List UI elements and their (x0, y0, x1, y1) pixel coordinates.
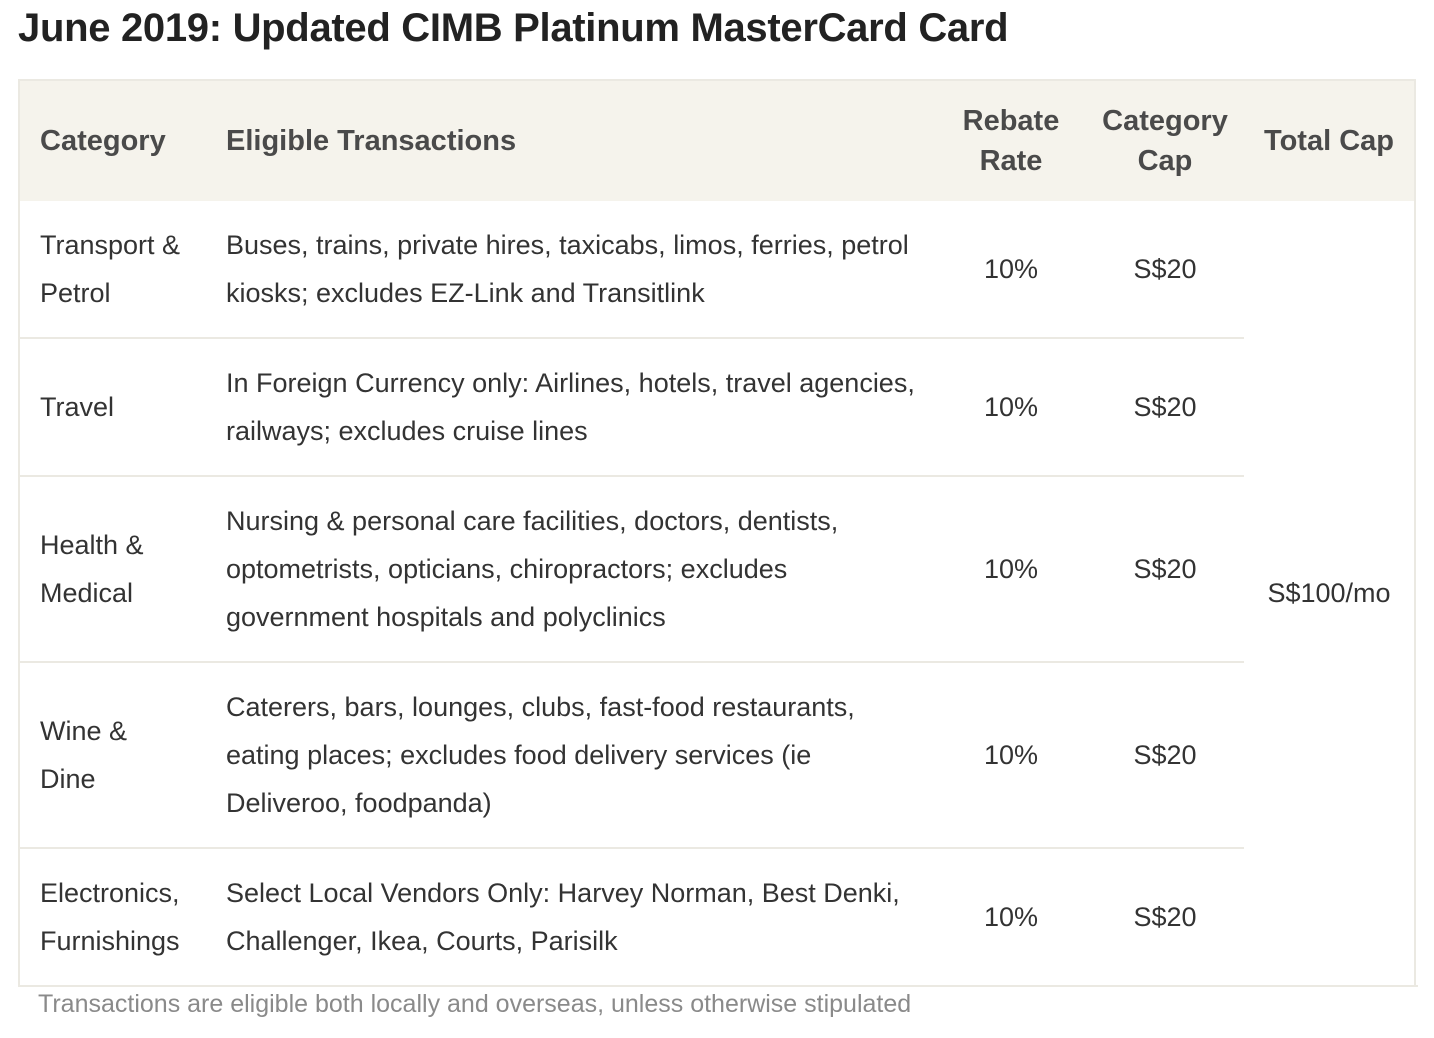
header-category: Category (40, 125, 166, 157)
cell-rebate-rate: 10% (936, 201, 1086, 339)
cell-category-cap: S$20 (1086, 662, 1244, 849)
cell-category-cap: S$20 (1133, 902, 1197, 932)
cell-category: Electronics, Furnishings (40, 878, 180, 956)
header-category-cap: Category Cap (1102, 105, 1228, 177)
cell-eligible-transactions: Buses, trains, private hires, taxicabs, … (206, 201, 936, 339)
cell-category: Wine & Dine (20, 662, 206, 849)
cell-category-cap: S$20 (1086, 338, 1244, 477)
header-total-cap: Total Cap (1264, 125, 1394, 157)
divider (1248, 985, 1418, 987)
rebate-table: Category Eligible Transactions Rebate Ra… (18, 79, 1416, 987)
cell-total-cap: S$100/mo (1267, 578, 1391, 608)
header-eligible-transactions: Eligible Transactions (226, 125, 517, 157)
table-row: Travel In Foreign Currency only: Airline… (20, 338, 1414, 477)
footnote: Transactions are eligible both locally a… (38, 990, 912, 1018)
cell-eligible-transactions: Nursing & personal care facilities, doct… (206, 476, 936, 663)
header-rebate-rate: Rebate Rate (962, 105, 1060, 177)
page-title: June 2019: Updated CIMB Platinum MasterC… (18, 6, 1009, 50)
cell-category: Transport & Petrol (20, 201, 206, 339)
cell-rebate-rate: 10% (936, 476, 1086, 663)
cell-category-cap: S$20 (1086, 201, 1244, 339)
cell-category: Travel (20, 338, 206, 477)
cell-category: Health & Medical (20, 476, 206, 663)
table-row: Transport & Petrol Buses, trains, privat… (20, 201, 1414, 608)
cell-rebate-rate: 10% (936, 338, 1086, 477)
table-row: Electronics, Furnishings Select Local Ve… (20, 848, 1414, 985)
table-row: Health & Medical Nursing & personal care… (20, 476, 1414, 663)
cell-eligible-transactions: Select Local Vendors Only: Harvey Norman… (226, 878, 900, 956)
cell-category-cap: S$20 (1086, 476, 1244, 663)
table-row: Wine & Dine Caterers, bars, lounges, clu… (20, 662, 1414, 849)
table-header: Category Eligible Transactions Rebate Ra… (20, 81, 1414, 201)
cell-rebate-rate: 10% (936, 662, 1086, 849)
cell-eligible-transactions: In Foreign Currency only: Airlines, hote… (206, 338, 936, 477)
cell-rebate-rate: 10% (983, 902, 1039, 932)
cell-eligible-transactions: Caterers, bars, lounges, clubs, fast-foo… (206, 662, 936, 849)
